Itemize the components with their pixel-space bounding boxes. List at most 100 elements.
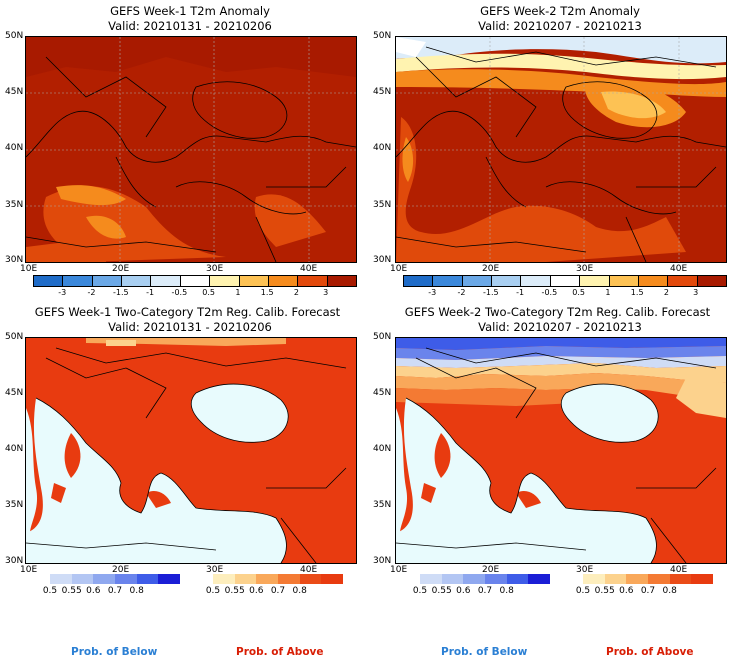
prob-tick-label: 0.6 bbox=[86, 586, 101, 596]
colorbar-tick-label: 3 bbox=[323, 288, 329, 297]
lon-label: 30E bbox=[206, 264, 224, 274]
lon-label: 20E bbox=[482, 264, 500, 274]
colorbar-tick-label: -2 bbox=[87, 288, 96, 297]
colorbar-swatch bbox=[492, 276, 522, 286]
colorbar-tick-label: 3 bbox=[693, 288, 699, 297]
prob-swatch bbox=[256, 574, 279, 584]
colorbar-swatch bbox=[180, 276, 211, 286]
prob-below-colorbar bbox=[50, 574, 181, 584]
panel-valid-dates: Valid: 20210131 - 20210206 bbox=[108, 19, 272, 33]
colorbar-tick-label: -1 bbox=[516, 288, 525, 297]
prob-tick-label: 0.7 bbox=[270, 586, 286, 596]
lat-label: 50N bbox=[373, 332, 392, 342]
prob-swatch bbox=[299, 574, 322, 584]
panel-title: GEFS Week-1 T2m Anomaly bbox=[110, 4, 270, 18]
colorbar-swatch bbox=[239, 276, 269, 286]
lat-label: 30N bbox=[5, 556, 24, 566]
lat-label: 35N bbox=[373, 200, 392, 210]
prob-above-label: Prob. of Above bbox=[606, 646, 694, 658]
lat-label: 35N bbox=[5, 200, 24, 210]
colorbar-tick-label: -3 bbox=[428, 288, 437, 297]
colorbar-tick-label: -2 bbox=[457, 288, 466, 297]
prob-above-colorbar bbox=[213, 574, 344, 584]
colorbar-swatch bbox=[550, 276, 581, 286]
colorbar-swatch bbox=[298, 276, 328, 286]
probability-map-week2 bbox=[395, 337, 727, 564]
lat-label: 35N bbox=[373, 500, 392, 510]
prob-tick-label: 0.7 bbox=[477, 586, 493, 596]
anomaly-map-week2 bbox=[395, 36, 727, 263]
colorbar-swatch bbox=[63, 276, 93, 286]
lon-label: 40E bbox=[670, 565, 688, 575]
prob-swatch bbox=[158, 574, 181, 584]
colorbar-swatch bbox=[609, 276, 639, 286]
panel-title: GEFS Week-1 Two-Category T2m Reg. Calib.… bbox=[34, 305, 341, 319]
map-graphic bbox=[396, 37, 726, 262]
colorbar-tick-label: -3 bbox=[58, 288, 67, 297]
map-graphic bbox=[396, 338, 726, 563]
lat-label: 50N bbox=[5, 332, 24, 342]
colorbar-swatch bbox=[210, 276, 240, 286]
colorbar-tick-label: -1 bbox=[146, 288, 155, 297]
prob-swatch bbox=[583, 574, 605, 584]
lat-label: 50N bbox=[373, 31, 392, 41]
prob-swatch bbox=[115, 574, 137, 584]
colorbar-tick-label: 0.5 bbox=[572, 288, 585, 297]
prob-tick-label: 0.7 bbox=[107, 586, 123, 596]
prob-tick-label: 0.6 bbox=[249, 586, 264, 596]
lat-label: 45N bbox=[373, 87, 392, 97]
prob-tick-label: 0.5 bbox=[575, 586, 591, 596]
lat-label: 50N bbox=[5, 31, 24, 41]
lon-label: 30E bbox=[576, 264, 594, 274]
prob-tick-label: 0.5 bbox=[412, 586, 428, 596]
lon-label: 30E bbox=[576, 565, 594, 575]
prob-tick-label: 0.8 bbox=[499, 586, 514, 596]
lat-label: 45N bbox=[5, 388, 24, 398]
lon-label: 40E bbox=[300, 264, 318, 274]
colorbar-swatch bbox=[268, 276, 299, 286]
colorbar-swatch bbox=[151, 276, 181, 286]
lon-label: 10E bbox=[390, 264, 408, 274]
prob-swatch bbox=[234, 574, 257, 584]
colorbar-tick-label: 1 bbox=[605, 288, 611, 297]
lat-label: 40N bbox=[5, 444, 24, 454]
prob-swatch bbox=[213, 574, 235, 584]
lon-label: 40E bbox=[670, 264, 688, 274]
colorbar-swatch bbox=[697, 276, 726, 286]
prob-below-label: Prob. of Below bbox=[441, 646, 528, 658]
prob-swatch bbox=[463, 574, 486, 584]
prob-swatch bbox=[485, 574, 507, 584]
colorbar-swatch bbox=[34, 276, 64, 286]
lon-label: 30E bbox=[206, 565, 224, 575]
panel-valid-dates: Valid: 20210207 - 20210213 bbox=[478, 320, 642, 334]
prob-swatch bbox=[71, 574, 94, 584]
probability-map-week1 bbox=[25, 337, 357, 564]
prob-swatch bbox=[691, 574, 714, 584]
lon-label: 40E bbox=[300, 565, 318, 575]
prob-tick-label: 0.5 bbox=[205, 586, 221, 596]
prob-swatch bbox=[506, 574, 529, 584]
colorbar-swatch bbox=[521, 276, 551, 286]
prob-above-label: Prob. of Above bbox=[236, 646, 324, 658]
prob-swatch bbox=[321, 574, 344, 584]
lon-label: 10E bbox=[390, 565, 408, 575]
prob-tick-label: 0.5 bbox=[42, 586, 58, 596]
colorbar-swatch bbox=[638, 276, 669, 286]
panel-valid-dates: Valid: 20210207 - 20210213 bbox=[478, 19, 642, 33]
prob-tick-label: 0.7 bbox=[640, 586, 656, 596]
prob-tick-label: 0.55 bbox=[594, 586, 615, 596]
colorbar-tick-label: 1 bbox=[235, 288, 241, 297]
prob-tick-label: 0.55 bbox=[61, 586, 82, 596]
prob-swatch bbox=[278, 574, 300, 584]
prob-swatch bbox=[441, 574, 464, 584]
colorbar-swatch bbox=[122, 276, 152, 286]
panel-title: GEFS Week-2 T2m Anomaly bbox=[480, 4, 640, 18]
colorbar-swatch bbox=[92, 276, 123, 286]
colorbar-tick-label: -1.5 bbox=[113, 288, 129, 297]
lat-label: 45N bbox=[5, 87, 24, 97]
colorbar-swatch bbox=[433, 276, 463, 286]
prob-below-colorbar bbox=[420, 574, 551, 584]
lat-label: 40N bbox=[5, 143, 24, 153]
prob-swatch bbox=[669, 574, 692, 584]
prob-tick-label: 0.55 bbox=[431, 586, 452, 596]
